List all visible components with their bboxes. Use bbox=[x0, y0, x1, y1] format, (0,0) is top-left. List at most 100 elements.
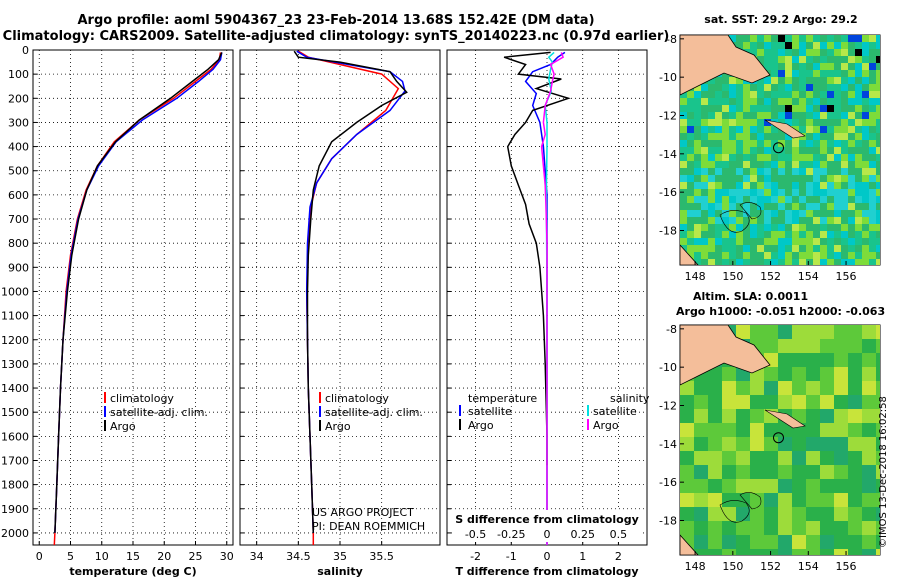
sst-map-cell bbox=[687, 98, 694, 105]
sst-map-cell bbox=[729, 231, 736, 238]
sst-map-cell bbox=[841, 231, 848, 238]
sst-map-cell bbox=[764, 203, 771, 210]
sla-map-cell bbox=[834, 521, 848, 535]
sst-map-cell bbox=[715, 238, 722, 245]
sla-map-cell bbox=[778, 535, 792, 549]
sla-map-cell bbox=[708, 535, 722, 549]
sst-map-cell bbox=[687, 119, 694, 126]
sst-map-cell bbox=[771, 252, 778, 259]
sst-map-cell bbox=[869, 231, 876, 238]
sst-map-cell bbox=[680, 203, 687, 210]
sla-map-cell bbox=[708, 423, 722, 437]
sst-map-cell bbox=[876, 175, 880, 182]
sst-map-cell bbox=[743, 245, 750, 252]
sla-map-cell bbox=[834, 493, 848, 507]
sst-map-cell bbox=[834, 49, 841, 56]
sst-map-cell bbox=[799, 189, 806, 196]
sst-map-cell bbox=[743, 252, 750, 259]
sst-map-cell bbox=[708, 133, 715, 140]
sst-map-cell bbox=[806, 98, 813, 105]
sst-map-cell bbox=[876, 119, 880, 126]
sla-map-cell bbox=[806, 423, 820, 437]
sst-map-cell bbox=[771, 203, 778, 210]
sst-map-cell bbox=[701, 126, 708, 133]
sst-map-cell bbox=[701, 175, 708, 182]
sst-map-cell bbox=[813, 77, 820, 84]
sst-map-cell bbox=[757, 252, 764, 259]
sst-map-cell bbox=[876, 161, 880, 168]
sla-lon-tick-label: 148 bbox=[685, 560, 706, 573]
sst-map-cell bbox=[813, 203, 820, 210]
sla-map-cell bbox=[820, 367, 834, 381]
sst-map-cell bbox=[708, 217, 715, 224]
sst-map-cell bbox=[736, 112, 743, 119]
sst-map-cell bbox=[827, 182, 834, 189]
sst-map-cell bbox=[848, 126, 855, 133]
sla-map-cell bbox=[820, 339, 834, 353]
sst-map-cell bbox=[778, 245, 785, 252]
sst-land-png bbox=[679, 34, 771, 96]
sst-lon-tick-label: 148 bbox=[685, 270, 706, 283]
sla-map-cell bbox=[834, 549, 848, 555]
sst-map-cell bbox=[785, 49, 792, 56]
sst-map-cell bbox=[855, 196, 862, 203]
sla-map-cell bbox=[806, 367, 820, 381]
sla-map-cell bbox=[778, 367, 792, 381]
sst-map-cell bbox=[834, 42, 841, 49]
sst-map-cell bbox=[869, 112, 876, 119]
sla-map-cell bbox=[862, 325, 876, 339]
sst-map-cell bbox=[841, 189, 848, 196]
sst-map-cell bbox=[708, 224, 715, 231]
sst-map-cell bbox=[799, 147, 806, 154]
sst-map-cell bbox=[736, 133, 743, 140]
sst-map-cell bbox=[750, 126, 757, 133]
sst-map-cell bbox=[806, 259, 813, 265]
sst-map-cell bbox=[729, 189, 736, 196]
sst-map-cell bbox=[848, 56, 855, 63]
sla-map-cell bbox=[820, 521, 834, 535]
y-tick-label: 1700 bbox=[1, 454, 29, 467]
sst-map-cell bbox=[750, 161, 757, 168]
sst-map-cell bbox=[694, 238, 701, 245]
sla-map-cell bbox=[708, 367, 722, 381]
sst-map-cell bbox=[778, 133, 785, 140]
legend-label: climatology bbox=[110, 392, 174, 405]
sst-map-cell bbox=[764, 189, 771, 196]
sst-map-cell bbox=[855, 203, 862, 210]
sla-map-cell bbox=[834, 465, 848, 479]
sst-map-cell bbox=[855, 35, 862, 42]
sst-map-cell bbox=[778, 217, 785, 224]
sla-map-cell bbox=[862, 451, 876, 465]
sst-map-cell bbox=[799, 56, 806, 63]
sst-map-cell bbox=[743, 126, 750, 133]
sst-map-cell bbox=[862, 217, 869, 224]
sla-map-cell bbox=[778, 479, 792, 493]
sst-map-cell bbox=[862, 98, 869, 105]
sst-map-cell bbox=[687, 105, 694, 112]
sst-map-cell bbox=[715, 84, 722, 91]
sst-map-cell bbox=[701, 105, 708, 112]
sla-map-cell bbox=[820, 409, 834, 423]
sla-map-cell bbox=[792, 367, 806, 381]
sst-map-cell bbox=[806, 238, 813, 245]
sst-map-cell bbox=[862, 196, 869, 203]
sst-map-cell bbox=[771, 175, 778, 182]
sst-map-cell bbox=[841, 252, 848, 259]
sla-map-cell bbox=[848, 549, 862, 555]
sst-map-cell bbox=[708, 175, 715, 182]
sst-map-cell bbox=[834, 98, 841, 105]
sla-map-cell bbox=[778, 521, 792, 535]
sst-map-cell bbox=[827, 126, 834, 133]
sst-map-cell bbox=[820, 231, 827, 238]
sla-map-cell bbox=[764, 367, 778, 381]
sst-map-cell bbox=[820, 203, 827, 210]
sla-map-cell bbox=[848, 395, 862, 409]
sst-map-cell bbox=[848, 112, 855, 119]
sst-map-cell bbox=[869, 140, 876, 147]
sst-map-cell bbox=[820, 98, 827, 105]
sst-map-cell bbox=[813, 126, 820, 133]
sst-map-cell bbox=[834, 161, 841, 168]
sst-map-cell bbox=[757, 168, 764, 175]
sst-map-cell bbox=[806, 182, 813, 189]
sst-map-cell bbox=[820, 238, 827, 245]
